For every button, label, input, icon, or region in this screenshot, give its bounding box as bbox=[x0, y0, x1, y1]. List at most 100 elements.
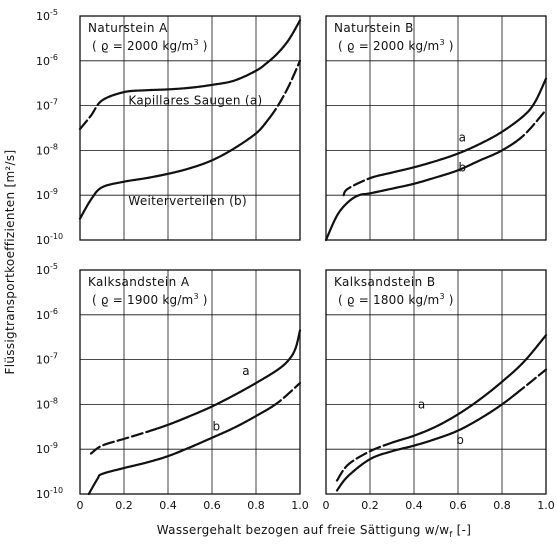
y-tick-base: 10 bbox=[36, 144, 50, 157]
panel-frame bbox=[79, 269, 301, 495]
y-tick-base: 10 bbox=[36, 189, 50, 202]
series-curve-a bbox=[392, 334, 548, 444]
y-tick-label: 10-6 bbox=[36, 53, 58, 68]
panel-frame bbox=[325, 269, 547, 495]
series-curve-b bbox=[270, 381, 302, 408]
x-tick-label: 0.4 bbox=[405, 499, 423, 512]
series-label: a bbox=[242, 364, 250, 378]
panel-subtitle-main: ( ϱ = 1900 kg/m bbox=[92, 293, 193, 307]
y-tick-label: 10-7 bbox=[36, 98, 58, 113]
series-label: Weiterverteilen (b) bbox=[128, 194, 247, 208]
panel-subtitle-exponent: 3 bbox=[193, 292, 198, 301]
series-label: b bbox=[212, 420, 220, 434]
series-curve-b bbox=[324, 140, 517, 242]
series-label: a bbox=[418, 398, 426, 412]
y-tick-exponent: -8 bbox=[50, 142, 58, 151]
x-tick-label: 0.8 bbox=[247, 499, 265, 512]
y-tick-base: 10 bbox=[36, 55, 50, 68]
panels: Kapillares Saugen (a) Weiterverteilen (b)… bbox=[36, 8, 548, 501]
panel-subtitle: ( ϱ = 1900 kg/m3 ) bbox=[92, 292, 208, 307]
y-tick-base: 10 bbox=[36, 354, 50, 367]
y-tick-base: 10 bbox=[36, 234, 50, 247]
series-curve-b bbox=[268, 59, 302, 120]
y-tick-base: 10 bbox=[36, 398, 50, 411]
x-tick-label: 0.2 bbox=[361, 499, 379, 512]
y-tick-exponent: -6 bbox=[50, 53, 58, 62]
y-tick-exponent: -7 bbox=[50, 352, 58, 361]
y-tick-label: 10-5 bbox=[36, 8, 58, 23]
y-tick-exponent: -8 bbox=[50, 396, 58, 405]
panel-subtitle: ( ϱ = 2000 kg/m3 ) bbox=[338, 38, 454, 53]
panel-4: a b Kalksandstein B ( ϱ = 1800 kg/m3 ) bbox=[325, 269, 548, 495]
y-axis-label: Flüssigtransportkoeffizienten [m²/s] bbox=[3, 150, 17, 375]
panel-1-grid bbox=[80, 16, 300, 240]
y-tick-base: 10 bbox=[36, 264, 50, 277]
y-tick-label: 10-9 bbox=[36, 441, 58, 456]
y-axis-label-text: Flüssigtransportkoeffizienten [m²/s] bbox=[3, 150, 17, 375]
panel-subtitle: ( ϱ = 1800 kg/m3 ) bbox=[338, 292, 454, 307]
panel-subtitle-main: ( ϱ = 1800 kg/m bbox=[338, 293, 439, 307]
y-tick-exponent: -5 bbox=[50, 262, 58, 271]
series-curve-b bbox=[514, 108, 548, 144]
x-tick-label: 1.0 bbox=[537, 499, 555, 512]
panel-subtitle-main: ( ϱ = 2000 kg/m bbox=[338, 39, 439, 53]
y-tick-label: 10-9 bbox=[36, 187, 58, 202]
series-curve-a bbox=[106, 19, 302, 99]
series-curve-b bbox=[514, 368, 548, 396]
series-curve-a bbox=[342, 176, 373, 197]
y-tick-exponent: -9 bbox=[50, 441, 58, 450]
y-tick-base: 10 bbox=[36, 10, 50, 23]
x-axis-label-subscript: f bbox=[449, 530, 452, 539]
y-tick-exponent: -7 bbox=[50, 98, 58, 107]
x-tick-label: 0.2 bbox=[115, 499, 133, 512]
series-label: b bbox=[458, 160, 466, 174]
x-axis-label-unit: [-] bbox=[453, 523, 472, 537]
panel-subtitle-exponent: 3 bbox=[193, 38, 198, 47]
y-tick-base: 10 bbox=[36, 100, 50, 113]
panel-subtitle-exponent: 3 bbox=[439, 292, 444, 301]
panel-subtitle-close: ) bbox=[445, 39, 454, 53]
x-axis-label-main: Wassergehalt bezogen auf freie Sättigung… bbox=[157, 523, 450, 537]
y-tick-exponent: -9 bbox=[50, 187, 58, 196]
x-tick-label: 0.8 bbox=[493, 499, 511, 512]
panel-1: Kapillares Saugen (a) Weiterverteilen (b)… bbox=[36, 8, 302, 247]
y-tick-exponent: -10 bbox=[50, 486, 63, 495]
panel-frame bbox=[79, 15, 301, 241]
x-tick-label: 0.6 bbox=[203, 499, 221, 512]
x-tick-label: 1.0 bbox=[291, 499, 309, 512]
panel-subtitle-close: ) bbox=[199, 39, 208, 53]
panel-3-grid bbox=[80, 270, 300, 494]
series-curve-a bbox=[370, 77, 548, 179]
series-curve-b bbox=[87, 405, 273, 496]
series-curve-a bbox=[89, 427, 160, 455]
panel-title: Naturstein B bbox=[334, 21, 414, 35]
x-axis-label-text: Wassergehalt bezogen auf freie Sättigung… bbox=[157, 523, 471, 539]
y-tick-label: 10-10 bbox=[36, 232, 63, 247]
y-tick-label: 10-8 bbox=[36, 142, 58, 157]
y-tick-label: 10-5 bbox=[36, 262, 58, 277]
y-tick-label: 10-8 bbox=[36, 396, 58, 411]
y-tick-base: 10 bbox=[36, 488, 50, 501]
series-label: a bbox=[459, 130, 467, 144]
panel-subtitle-close: ) bbox=[445, 293, 454, 307]
series-label: Kapillares Saugen (a) bbox=[128, 94, 262, 108]
y-tick-exponent: -5 bbox=[50, 8, 58, 17]
panel-title: Kalksandstein B bbox=[334, 275, 435, 289]
series-curve-a bbox=[78, 96, 109, 131]
series-curve-b bbox=[78, 116, 271, 220]
series-curve-a bbox=[335, 441, 395, 482]
y-tick-exponent: -6 bbox=[50, 307, 58, 316]
x-tick-label: 0 bbox=[77, 499, 84, 512]
x-tick-label: 0.6 bbox=[449, 499, 467, 512]
series-curve-a bbox=[157, 329, 302, 430]
y-tick-label: 10-6 bbox=[36, 307, 58, 322]
x-axis-ticks: 0 0.2 0.4 0.6 0.8 1.0 0 0.2 0.4 0.6 0.8 1.0 bbox=[77, 499, 555, 512]
panel-subtitle-exponent: 3 bbox=[439, 38, 444, 47]
series-curve-b bbox=[335, 393, 517, 492]
panel-frame bbox=[325, 15, 547, 241]
x-tick-label: 0 bbox=[323, 499, 330, 512]
panel-subtitle-close: ) bbox=[199, 293, 208, 307]
y-tick-label: 10-7 bbox=[36, 352, 58, 367]
y-tick-label: 10-10 bbox=[36, 486, 63, 501]
